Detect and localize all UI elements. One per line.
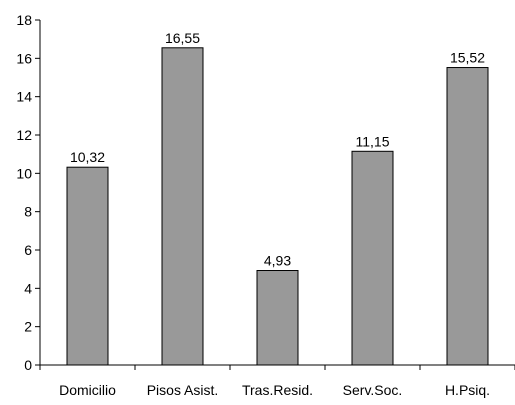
bar-domicilio [66, 166, 109, 366]
bar-tras-resid [256, 270, 299, 366]
y-tick-label: 8 [24, 204, 32, 220]
bar-h-psiq [446, 67, 489, 366]
category-label: Pisos Asist. [147, 382, 219, 398]
y-tick-label: 10 [16, 165, 32, 181]
category-label: Domicilio [59, 382, 116, 398]
category-label: Tras.Resid. [242, 382, 313, 398]
y-tick-label: 0 [24, 357, 32, 373]
data-label: 15,52 [450, 50, 485, 66]
data-label: 16,55 [165, 30, 200, 46]
data-label: 10,32 [70, 149, 105, 165]
bar-serv-soc [351, 150, 394, 366]
y-tick-label: 14 [16, 89, 32, 105]
y-tick-label: 4 [24, 280, 32, 296]
y-tick-label: 2 [24, 319, 32, 335]
y-tick-label: 6 [24, 242, 32, 258]
category-label: H.Psiq. [445, 382, 490, 398]
y-tick-label: 12 [16, 127, 32, 143]
category-label: Serv.Soc. [343, 382, 403, 398]
y-tick-label: 18 [16, 12, 32, 28]
data-label: 11,15 [356, 133, 390, 149]
x-axis: Domicilio Pisos Asist. Tras.Resid. Serv.Soc… [39, 364, 515, 398]
bars: 10,32 16,55 4,93 11,15 15,52 [66, 30, 489, 366]
y-axis: 0 2 4 6 8 10 12 14 16 18 [16, 12, 41, 373]
data-label: 4,93 [264, 253, 291, 269]
y-tick-label: 16 [16, 50, 32, 66]
bar-pisos-asist [161, 47, 204, 366]
